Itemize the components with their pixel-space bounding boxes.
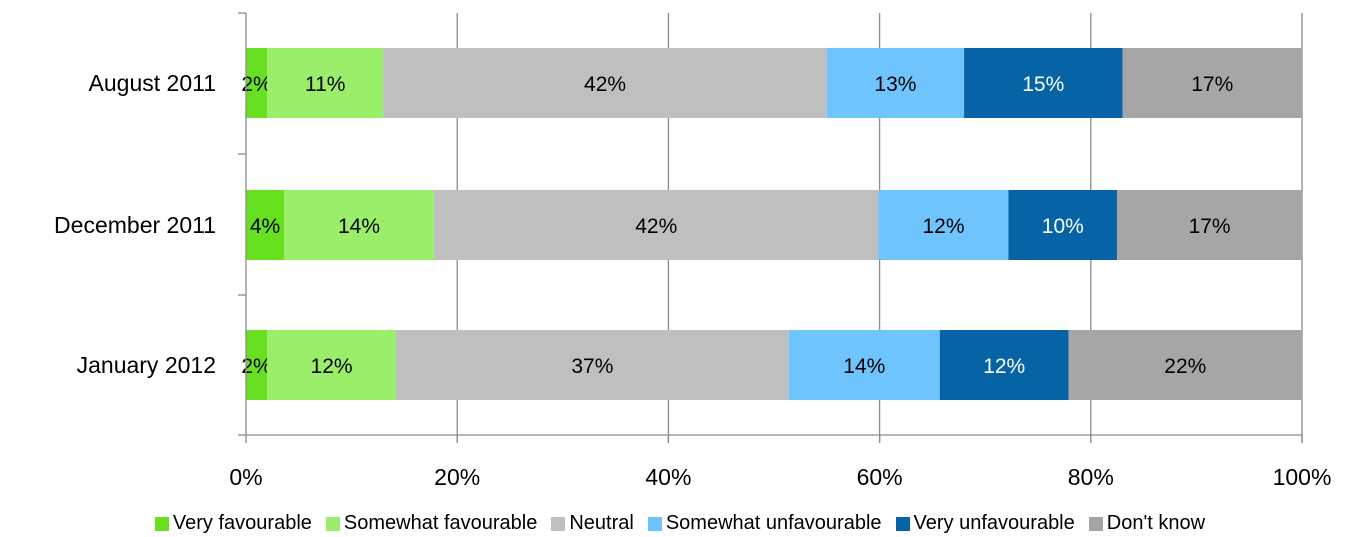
bar-segment (267, 48, 384, 118)
x-tick-label: 60% (857, 464, 903, 490)
data-label: 17% (1189, 215, 1231, 238)
bar-segment (1008, 190, 1118, 260)
x-tick-label: 20% (434, 464, 480, 490)
bar-segment (284, 190, 434, 260)
category-label: December 2011 (54, 212, 216, 238)
bar-segment (395, 330, 789, 400)
bar-segment (246, 190, 285, 260)
legend-label: Very favourable (172, 512, 312, 534)
data-label: 17% (1191, 73, 1233, 96)
legend-swatch (154, 516, 169, 531)
x-tick-label: 0% (229, 464, 262, 490)
bar-segment (826, 48, 965, 118)
x-tick-label: 100% (1273, 464, 1332, 490)
legend-swatch (647, 516, 662, 531)
legend-item: Somewhat unfavourable (647, 512, 882, 535)
data-label: 12% (983, 355, 1025, 378)
legend-item: Neutral (551, 512, 634, 535)
data-label: 14% (843, 355, 885, 378)
data-label: 2% (241, 355, 271, 378)
data-label: 14% (338, 215, 380, 238)
data-label: 11% (305, 73, 345, 96)
bar-segment (878, 190, 1009, 260)
stacked-bar-chart: 2% 11% 42% 13% 15% 17% 4% 14% 42% 12% 10% 17% 2% 12% 3… (54, 12, 1331, 490)
bar-segment (433, 190, 879, 260)
bar-segment (246, 48, 268, 118)
legend-label: Don't know (1106, 512, 1206, 534)
category-labels: August 2011 December 2011 January 2012 (54, 70, 216, 378)
legend-label: Very unfavourable (913, 512, 1075, 534)
legend-swatch (1088, 516, 1103, 531)
bars: 2% 11% 42% 13% 15% 17% 4% 14% 42% 12% 10% 17% 2% 12% 3… (241, 48, 1302, 400)
legend-label: Somewhat favourable (343, 512, 538, 534)
bar-segment (383, 48, 827, 118)
data-label: 22% (1164, 355, 1206, 378)
legend-item: Somewhat favourable (325, 512, 538, 535)
bar-segment (267, 330, 396, 400)
data-label: 12% (311, 355, 353, 378)
legend-label: Somewhat unfavourable (665, 512, 882, 534)
data-label: 4% (250, 215, 280, 238)
axes (238, 12, 1303, 443)
data-label: 2% (241, 73, 271, 96)
category-label: January 2012 (77, 352, 216, 378)
data-label: 42% (635, 215, 677, 238)
bar-segment (939, 330, 1069, 400)
legend-swatch (551, 516, 566, 531)
legend-swatch (325, 516, 340, 531)
x-tick-labels: 0% 20% 40% 60% 80% 100% (229, 464, 1331, 490)
x-tick-label: 80% (1068, 464, 1114, 490)
bar-segment (246, 330, 268, 400)
data-label: 15% (1022, 73, 1064, 96)
bar-segment (1068, 330, 1302, 400)
bar-segment (788, 330, 940, 400)
data-label: 42% (584, 73, 626, 96)
legend: Very favourable Somewhat favourable Neutra… (0, 510, 1360, 537)
data-label: 10% (1042, 215, 1084, 238)
legend-swatch (895, 516, 910, 531)
data-label: 12% (922, 215, 964, 238)
legend-item: Very favourable (154, 512, 312, 535)
data-label: 37% (571, 355, 613, 378)
data-label: 13% (874, 73, 916, 96)
x-tick-label: 40% (645, 464, 691, 490)
bar-segment (1122, 48, 1302, 118)
bar-segment (964, 48, 1123, 118)
legend-item: Very unfavourable (895, 512, 1075, 535)
legend-item: Don't know (1088, 512, 1206, 535)
legend-label: Neutral (569, 512, 634, 534)
category-label: August 2011 (89, 70, 216, 96)
bar-segment (1117, 190, 1302, 260)
